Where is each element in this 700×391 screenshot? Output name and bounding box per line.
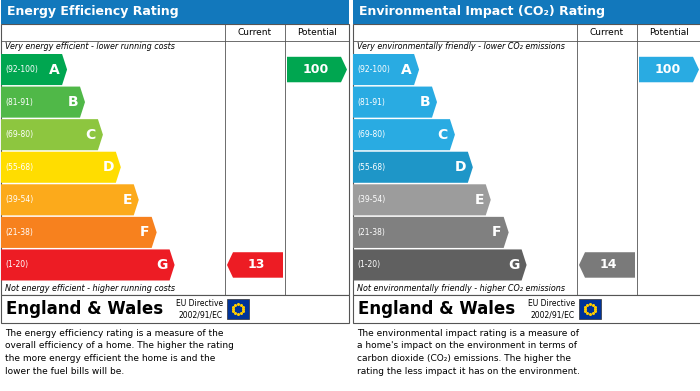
- Text: Not energy efficient - higher running costs: Not energy efficient - higher running co…: [5, 284, 175, 293]
- Polygon shape: [1, 152, 121, 183]
- Bar: [353, 0, 700, 24]
- Text: Potential: Potential: [297, 28, 337, 37]
- Text: Potential: Potential: [649, 28, 689, 37]
- Text: (39-54): (39-54): [5, 196, 34, 204]
- Text: A: A: [401, 63, 412, 77]
- Text: Environmental Impact (CO₂) Rating: Environmental Impact (CO₂) Rating: [359, 5, 605, 18]
- Text: E: E: [122, 193, 132, 207]
- Text: The energy efficiency rating is a measure of the
overall efficiency of a home. T: The energy efficiency rating is a measur…: [5, 329, 234, 375]
- Text: G: G: [156, 258, 167, 272]
- Text: D: D: [454, 160, 466, 174]
- Text: (92-100): (92-100): [5, 65, 38, 74]
- Polygon shape: [579, 252, 635, 278]
- Text: D: D: [102, 160, 114, 174]
- Bar: [353, 24, 700, 295]
- Text: 14: 14: [600, 258, 617, 271]
- Text: Very environmentally friendly - lower CO₂ emissions: Very environmentally friendly - lower CO…: [357, 42, 565, 51]
- Bar: [1, 24, 349, 295]
- Text: EU Directive
2002/91/EC: EU Directive 2002/91/EC: [176, 299, 223, 319]
- Polygon shape: [1, 184, 139, 215]
- Text: (55-68): (55-68): [357, 163, 385, 172]
- Text: C: C: [85, 128, 96, 142]
- Text: (92-100): (92-100): [357, 65, 390, 74]
- Text: A: A: [49, 63, 60, 77]
- Polygon shape: [227, 252, 283, 278]
- Polygon shape: [353, 86, 437, 118]
- Text: (1-20): (1-20): [5, 260, 28, 269]
- Polygon shape: [1, 217, 157, 248]
- Polygon shape: [639, 57, 699, 82]
- Bar: [579, 299, 601, 319]
- Text: 13: 13: [248, 258, 265, 271]
- Polygon shape: [287, 57, 347, 82]
- Polygon shape: [353, 119, 455, 150]
- Polygon shape: [353, 152, 473, 183]
- Text: Energy Efficiency Rating: Energy Efficiency Rating: [7, 5, 178, 18]
- Polygon shape: [1, 86, 85, 118]
- Polygon shape: [353, 249, 526, 280]
- Text: (55-68): (55-68): [5, 163, 33, 172]
- Text: (81-91): (81-91): [357, 98, 385, 107]
- Text: Current: Current: [238, 28, 272, 37]
- Polygon shape: [353, 184, 491, 215]
- Text: 100: 100: [302, 63, 328, 76]
- Text: 100: 100: [654, 63, 680, 76]
- Text: (39-54): (39-54): [357, 196, 385, 204]
- Text: (21-38): (21-38): [5, 228, 33, 237]
- Text: G: G: [508, 258, 519, 272]
- Bar: [1, 295, 349, 323]
- Text: F: F: [492, 225, 502, 239]
- Text: (21-38): (21-38): [357, 228, 385, 237]
- Text: B: B: [67, 95, 78, 109]
- Text: E: E: [475, 193, 484, 207]
- Text: (1-20): (1-20): [357, 260, 380, 269]
- Text: Not environmentally friendly - higher CO₂ emissions: Not environmentally friendly - higher CO…: [357, 284, 565, 293]
- Text: EU Directive
2002/91/EC: EU Directive 2002/91/EC: [528, 299, 575, 319]
- Polygon shape: [1, 249, 174, 280]
- Polygon shape: [1, 54, 67, 85]
- Polygon shape: [1, 119, 103, 150]
- Text: (69-80): (69-80): [357, 130, 385, 139]
- Text: B: B: [419, 95, 430, 109]
- Bar: [353, 295, 700, 323]
- Polygon shape: [353, 54, 419, 85]
- Bar: [1, 0, 349, 24]
- Text: (81-91): (81-91): [5, 98, 33, 107]
- Text: England & Wales: England & Wales: [358, 300, 515, 318]
- Text: The environmental impact rating is a measure of
a home's impact on the environme: The environmental impact rating is a mea…: [357, 329, 580, 375]
- Text: Very energy efficient - lower running costs: Very energy efficient - lower running co…: [5, 42, 175, 51]
- Text: England & Wales: England & Wales: [6, 300, 163, 318]
- Text: Current: Current: [590, 28, 624, 37]
- Bar: [227, 299, 249, 319]
- Text: (69-80): (69-80): [5, 130, 33, 139]
- Text: C: C: [438, 128, 448, 142]
- Text: F: F: [140, 225, 150, 239]
- Polygon shape: [353, 217, 509, 248]
